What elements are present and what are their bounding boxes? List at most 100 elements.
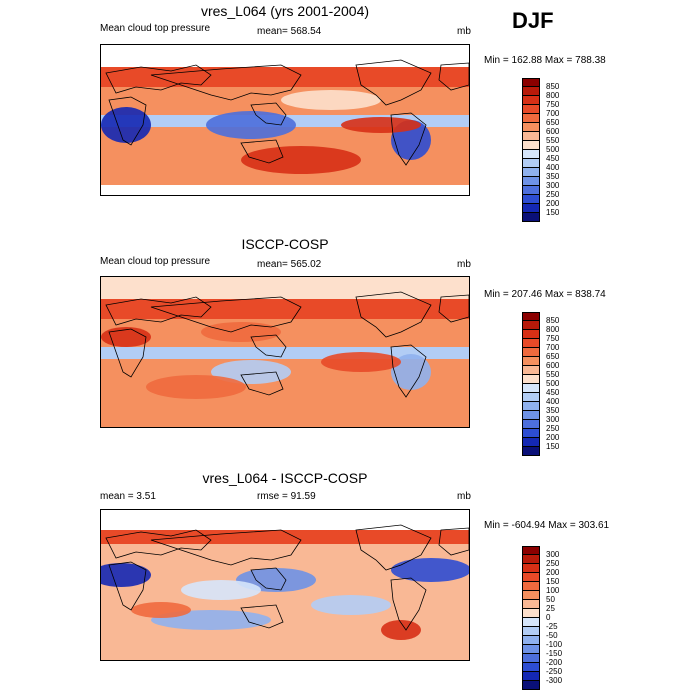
units-label: mb: [457, 26, 471, 37]
min-max-label: Min = 207.46 Max = 838.74: [484, 289, 606, 300]
colorbar-swatch: [522, 186, 540, 195]
colorbar-labels: 850 800 750 700 650 600 550 500 450 400 350 300 250 2…: [546, 312, 560, 451]
mean-value: mean = 3.51: [100, 491, 156, 502]
colorbar-tick-label: 400: [546, 397, 560, 406]
map-model: [100, 44, 470, 196]
colorbar-swatch: [522, 348, 540, 357]
colorbar-swatch: [522, 159, 540, 168]
colorbar-swatch: [522, 195, 540, 204]
colorbar-tick-label: 700: [546, 343, 560, 352]
min-max-label: Min = -604.94 Max = 303.61: [484, 520, 610, 531]
colorbar: [522, 546, 540, 690]
colorbar-swatch: [522, 681, 540, 690]
colorbar-swatch: [522, 132, 540, 141]
colorbar-swatch: [522, 591, 540, 600]
mean-value: mean= 568.54: [257, 26, 322, 37]
colorbar-tick-label: 350: [546, 406, 560, 415]
map-difference: [100, 509, 470, 661]
colorbar-tick-label: 150: [546, 442, 560, 451]
colorbar-swatch: [522, 546, 540, 555]
colorbar-tick-label: 800: [546, 325, 560, 334]
colorbar-swatch: [522, 663, 540, 672]
colorbar-tick-label: 150: [546, 208, 560, 217]
colorbar-labels: 300 250 200 150 100 50 25 0 -25 -50 -100 -150 -200 -2…: [546, 546, 563, 685]
colorbar-swatch: [522, 177, 540, 186]
min-max-label: Min = 162.88 Max = 788.38: [484, 55, 606, 66]
colorbar-tick-label: 450: [546, 154, 560, 163]
colorbar-tick-label: 50: [546, 595, 555, 604]
colorbar-tick-label: 300: [546, 181, 560, 190]
colorbar-tick-label: -200: [546, 658, 563, 667]
colorbar-tick-label: 250: [546, 559, 560, 568]
colorbar: [522, 78, 540, 222]
colorbar-tick-label: 350: [546, 172, 560, 181]
colorbar-tick-label: 250: [546, 424, 560, 433]
colorbar-tick-label: 500: [546, 379, 560, 388]
colorbar-tick-label: 150: [546, 577, 560, 586]
colorbar-tick-label: 500: [546, 145, 560, 154]
colorbar-tick-label: 400: [546, 163, 560, 172]
colorbar-swatch: [522, 141, 540, 150]
colorbar-swatch: [522, 123, 540, 132]
colorbar-swatch: [522, 357, 540, 366]
colorbar-tick-label: 200: [546, 199, 560, 208]
colorbar-tick-label: 300: [546, 550, 560, 559]
colorbar-swatch: [522, 366, 540, 375]
colorbar-tick-label: 25: [546, 604, 555, 613]
colorbar-swatch: [522, 672, 540, 681]
colorbar-tick-label: 300: [546, 415, 560, 424]
colorbar-swatch: [522, 213, 540, 222]
colorbar-tick-label: 700: [546, 109, 560, 118]
colorbar-tick-label: 0: [546, 613, 551, 622]
colorbar-swatch: [522, 429, 540, 438]
colorbar-tick-label: 850: [546, 316, 560, 325]
colorbar-tick-label: -150: [546, 649, 563, 658]
variable-label: Mean cloud top pressure: [100, 256, 211, 267]
colorbar-swatch: [522, 339, 540, 348]
colorbar-swatch: [522, 150, 540, 159]
panel-title: vres_L064 - ISCCP-COSP: [202, 470, 368, 486]
colorbar-swatch: [522, 627, 540, 636]
colorbar-swatch: [522, 312, 540, 321]
panel-title: vres_L064 (yrs 2001-2004): [200, 3, 370, 19]
units-label: mb: [457, 259, 471, 270]
colorbar-swatch: [522, 87, 540, 96]
colorbar: [522, 312, 540, 456]
colorbar-tick-label: -50: [546, 631, 558, 640]
colorbar-swatch: [522, 411, 540, 420]
colorbar-tick-label: 200: [546, 568, 560, 577]
colorbar-tick-label: 100: [546, 586, 560, 595]
colorbar-tick-label: 200: [546, 433, 560, 442]
colorbar-swatch: [522, 168, 540, 177]
variable-label: Mean cloud top pressure: [100, 23, 211, 34]
colorbar-swatch: [522, 96, 540, 105]
colorbar-swatch: [522, 78, 540, 87]
colorbar-swatch: [522, 402, 540, 411]
colorbar-swatch: [522, 204, 540, 213]
colorbar-swatch: [522, 330, 540, 339]
colorbar-swatch: [522, 654, 540, 663]
colorbar-tick-label: 800: [546, 91, 560, 100]
colorbar-labels: 850 800 750 700 650 600 550 500 450 400 350 300 250 2…: [546, 78, 560, 217]
colorbar-tick-label: 550: [546, 370, 560, 379]
colorbar-swatch: [522, 420, 540, 429]
colorbar-swatch: [522, 582, 540, 591]
colorbar-swatch: [522, 573, 540, 582]
colorbar-tick-label: 450: [546, 388, 560, 397]
colorbar-tick-label: 650: [546, 352, 560, 361]
season-label: DJF: [512, 8, 554, 33]
colorbar-swatch: [522, 618, 540, 627]
colorbar-swatch: [522, 114, 540, 123]
colorbar-tick-label: 250: [546, 190, 560, 199]
colorbar-swatch: [522, 321, 540, 330]
colorbar-tick-label: -25: [546, 622, 558, 631]
colorbar-swatch: [522, 600, 540, 609]
colorbar-swatch: [522, 645, 540, 654]
colorbar-swatch: [522, 105, 540, 114]
colorbar-tick-label: 850: [546, 82, 560, 91]
colorbar-tick-label: 600: [546, 127, 560, 136]
colorbar-swatch: [522, 564, 540, 573]
colorbar-tick-label: 750: [546, 100, 560, 109]
colorbar-tick-label: 550: [546, 136, 560, 145]
colorbar-tick-label: -100: [546, 640, 563, 649]
